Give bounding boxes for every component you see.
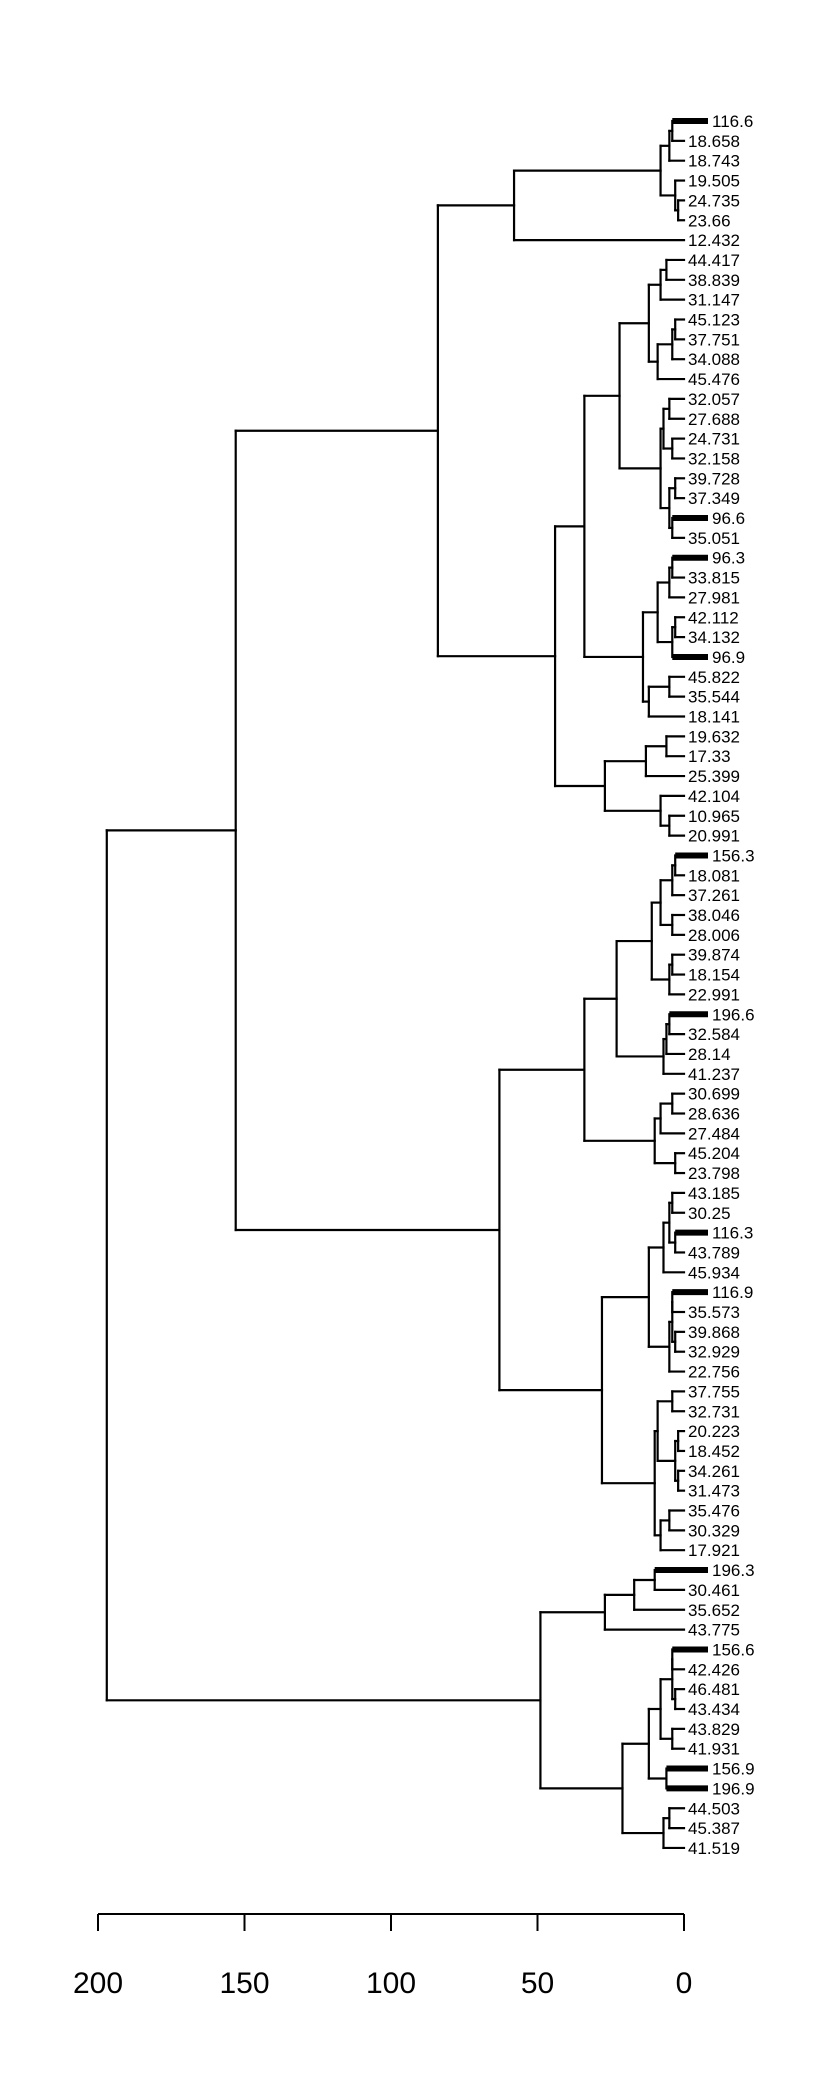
leaf-label: 37.261 — [688, 886, 740, 905]
leaf-label: 27.688 — [688, 410, 740, 429]
leaf-label: 30.461 — [688, 1581, 740, 1600]
leaf-label: 27.484 — [688, 1124, 740, 1143]
leaf-label: 45.822 — [688, 668, 740, 687]
leaf-label: 34.132 — [688, 628, 740, 647]
leaf-label: 22.991 — [688, 985, 740, 1004]
leaf-label: 28.636 — [688, 1105, 740, 1124]
leaf-label: 32.929 — [688, 1343, 740, 1362]
leaf-label: 25.399 — [688, 767, 740, 786]
leaf-label: 116.3 — [712, 1224, 753, 1243]
leaf-label: 35.573 — [688, 1303, 740, 1322]
height-axis: 200 150 100 50 0 — [73, 1913, 693, 2000]
axis-tick-label: 150 — [219, 1967, 269, 2000]
leaf-label: 42.112 — [688, 608, 739, 627]
leaf-label: 10.965 — [688, 807, 740, 826]
leaf-label: 196.3 — [712, 1561, 755, 1580]
axis-tick-label: 200 — [73, 1967, 123, 2000]
leaf-label: 35.476 — [688, 1502, 740, 1521]
leaf-label: 20.223 — [688, 1422, 740, 1441]
leaf-label: 17.33 — [688, 747, 731, 766]
leaf-label: 35.652 — [688, 1601, 740, 1620]
leaf-label: 18.452 — [688, 1442, 740, 1461]
leaf-label: 19.632 — [688, 727, 740, 746]
leaf-label: 17.921 — [688, 1541, 740, 1560]
leaf-label: 116.9 — [712, 1283, 753, 1302]
leaf-label: 30.25 — [688, 1204, 731, 1223]
leaf-label: 45.934 — [688, 1263, 740, 1282]
leaf-label: 116.6 — [712, 112, 753, 131]
leaf-label: 43.789 — [688, 1243, 740, 1262]
leaf-label: 19.505 — [688, 172, 740, 191]
leaf-label: 32.158 — [688, 449, 740, 468]
leaf-label: 45.476 — [688, 370, 740, 389]
leaf-label: 45.387 — [688, 1819, 740, 1838]
leaf-label: 39.874 — [688, 946, 740, 965]
leaf-label: 32.584 — [688, 1025, 740, 1044]
leaf-label: 33.815 — [688, 569, 740, 588]
leaf-label: 45.204 — [688, 1144, 740, 1163]
leaf-label: 96.6 — [712, 509, 745, 528]
leaf-labels: 116.618.65818.74319.50524.73523.6612.432… — [688, 112, 755, 1858]
leaf-label: 22.756 — [688, 1363, 740, 1382]
leaf-label: 43.185 — [688, 1184, 740, 1203]
leaf-label: 42.426 — [688, 1660, 740, 1679]
leaf-label: 18.081 — [688, 866, 740, 885]
leaf-label: 46.481 — [688, 1680, 740, 1699]
leaf-label: 38.046 — [688, 906, 740, 925]
leaf-label: 35.051 — [688, 529, 740, 548]
leaf-label: 24.735 — [688, 191, 740, 210]
leaf-label: 12.432 — [688, 231, 740, 250]
leaf-label: 37.349 — [688, 489, 740, 508]
leaf-label: 37.751 — [688, 330, 740, 349]
leaf-label: 45.123 — [688, 311, 740, 330]
leaf-label: 31.147 — [688, 291, 740, 310]
leaf-label: 28.14 — [688, 1045, 731, 1064]
leaf-label: 44.503 — [688, 1799, 740, 1818]
leaf-label: 32.057 — [688, 390, 740, 409]
leaf-label: 41.519 — [688, 1839, 740, 1858]
dendrogram-branches — [105, 118, 708, 1850]
leaf-label: 41.237 — [688, 1065, 740, 1084]
leaf-label: 34.261 — [688, 1462, 740, 1481]
leaf-label: 18.743 — [688, 152, 740, 171]
leaf-label: 38.839 — [688, 271, 740, 290]
leaf-label: 32.731 — [688, 1402, 740, 1421]
leaf-label: 96.9 — [712, 648, 745, 667]
leaf-label: 28.006 — [688, 926, 740, 945]
leaf-label: 30.329 — [688, 1521, 740, 1540]
leaf-label: 31.473 — [688, 1482, 740, 1501]
leaf-label: 39.868 — [688, 1323, 740, 1342]
leaf-label: 18.141 — [688, 708, 740, 727]
leaf-label: 24.731 — [688, 430, 740, 449]
leaf-label: 42.104 — [688, 787, 740, 806]
leaf-label: 37.755 — [688, 1382, 740, 1401]
leaf-label: 20.991 — [688, 827, 740, 846]
leaf-label: 96.3 — [712, 549, 745, 568]
leaf-label: 43.434 — [688, 1700, 740, 1719]
leaf-label: 156.3 — [712, 846, 755, 865]
leaf-label: 44.417 — [688, 251, 740, 270]
leaf-label: 156.9 — [712, 1760, 755, 1779]
leaf-label: 35.544 — [688, 688, 740, 707]
leaf-label: 18.658 — [688, 132, 740, 151]
leaf-label: 34.088 — [688, 350, 740, 369]
leaf-label: 41.931 — [688, 1740, 740, 1759]
leaf-label: 156.6 — [712, 1640, 755, 1659]
leaf-label: 23.66 — [688, 211, 731, 230]
leaf-label: 23.798 — [688, 1164, 740, 1183]
leaf-label: 196.6 — [712, 1005, 755, 1024]
axis-tick-label: 50 — [521, 1967, 554, 2000]
axis-tick-label: 0 — [676, 1967, 693, 2000]
leaf-label: 27.981 — [688, 588, 740, 607]
leaf-label: 18.154 — [688, 966, 740, 985]
leaf-label: 43.829 — [688, 1720, 740, 1739]
leaf-label: 30.699 — [688, 1085, 740, 1104]
leaf-label: 43.775 — [688, 1621, 740, 1640]
leaf-label: 196.9 — [712, 1779, 755, 1798]
axis-tick-label: 100 — [366, 1967, 416, 2000]
leaf-label: 39.728 — [688, 469, 740, 488]
